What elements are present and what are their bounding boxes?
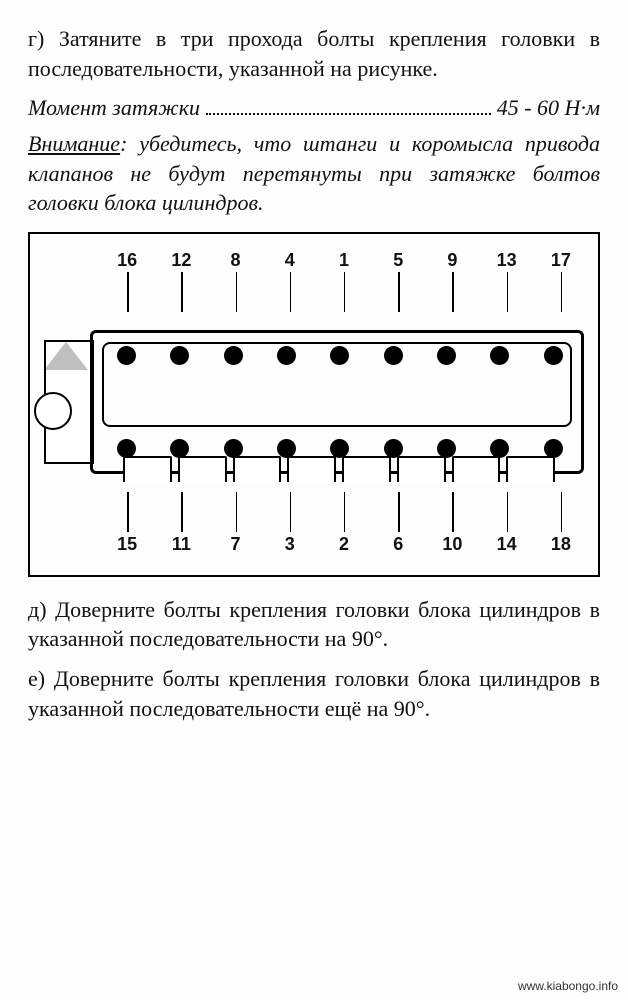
- bolt-label: 10: [425, 532, 479, 556]
- leader-line: [263, 272, 317, 312]
- bolt-dot: [367, 346, 420, 365]
- leader-line: [534, 492, 588, 532]
- bolt-dot: [420, 346, 473, 365]
- step-d-text: д) Доверните болты крепления головки бло…: [28, 595, 600, 654]
- bolt-label: 16: [100, 248, 154, 272]
- bolt-label: 1: [317, 248, 371, 272]
- bolt-label: 9: [425, 248, 479, 272]
- bolt-row-top: [100, 346, 580, 365]
- bolt-label: 8: [208, 248, 262, 272]
- leader-line: [371, 272, 425, 312]
- bolt-label: 6: [371, 532, 425, 556]
- leader-line: [480, 492, 534, 532]
- bolt-dot: [260, 439, 313, 458]
- cylinder-head-drawing: [40, 312, 588, 492]
- bolt-dot: [100, 346, 153, 365]
- leader-line: [263, 492, 317, 532]
- attention-paragraph: Внимание: убедитесь, что штанги и коромы…: [28, 129, 600, 218]
- bolt-label: 11: [154, 532, 208, 556]
- bolt-label: 4: [263, 248, 317, 272]
- bolt-dot: [473, 346, 526, 365]
- step-g-text: г) Затяните в три прохода болты креплени…: [28, 24, 600, 83]
- bolt-dot: [473, 439, 526, 458]
- bolt-label: 17: [534, 248, 588, 272]
- leader-line: [100, 272, 154, 312]
- bolt-dot: [207, 439, 260, 458]
- leader-line: [100, 492, 154, 532]
- attention-lead: Внимание: [28, 131, 120, 156]
- bolt-dot: [420, 439, 473, 458]
- bolt-label: 14: [480, 532, 534, 556]
- watermark: www.kiabongo.info: [518, 978, 618, 994]
- leader-line: [154, 272, 208, 312]
- bolt-dot: [313, 346, 366, 365]
- bolt-dot: [527, 439, 580, 458]
- top-leader-lines: [40, 272, 588, 312]
- torque-label: Момент затяжки: [28, 93, 200, 123]
- leader-line: [534, 272, 588, 312]
- bolt-label: 15: [100, 532, 154, 556]
- leader-line: [425, 272, 479, 312]
- bolt-dot: [527, 346, 580, 365]
- leader-line: [154, 492, 208, 532]
- bolt-label: 12: [154, 248, 208, 272]
- bolt-label: 2: [317, 532, 371, 556]
- bottom-leader-lines: [40, 492, 588, 532]
- bolt-label: 7: [208, 532, 262, 556]
- leader-line: [425, 492, 479, 532]
- bolt-label: 18: [534, 532, 588, 556]
- bolt-dot: [260, 346, 313, 365]
- bolt-sequence-diagram: 1612841591317 15117326101418: [28, 232, 600, 577]
- torque-dots: [206, 113, 491, 115]
- bolt-dot: [313, 439, 366, 458]
- bolt-label: 5: [371, 248, 425, 272]
- step-e-text: е) Доверните болты крепления головки бло…: [28, 664, 600, 723]
- cylinder-bosses: [120, 456, 558, 482]
- bottom-labels-row: 15117326101418: [40, 532, 588, 556]
- bolt-dot: [367, 439, 420, 458]
- side-triangle-detail: [44, 342, 88, 370]
- bolt-label: 3: [263, 532, 317, 556]
- leader-line: [208, 272, 262, 312]
- leader-line: [480, 272, 534, 312]
- bolt-dot: [153, 346, 206, 365]
- leader-line: [371, 492, 425, 532]
- bolt-row-bottom: [100, 439, 580, 458]
- torque-value: 45 - 60 Н·м: [497, 93, 600, 123]
- leader-line: [317, 492, 371, 532]
- bolt-dot: [100, 439, 153, 458]
- leader-line: [208, 492, 262, 532]
- torque-line: Момент затяжки 45 - 60 Н·м: [28, 93, 600, 123]
- bolt-dot: [153, 439, 206, 458]
- bolt-dot: [207, 346, 260, 365]
- top-labels-row: 1612841591317: [40, 248, 588, 272]
- leader-line: [317, 272, 371, 312]
- bolt-label: 13: [480, 248, 534, 272]
